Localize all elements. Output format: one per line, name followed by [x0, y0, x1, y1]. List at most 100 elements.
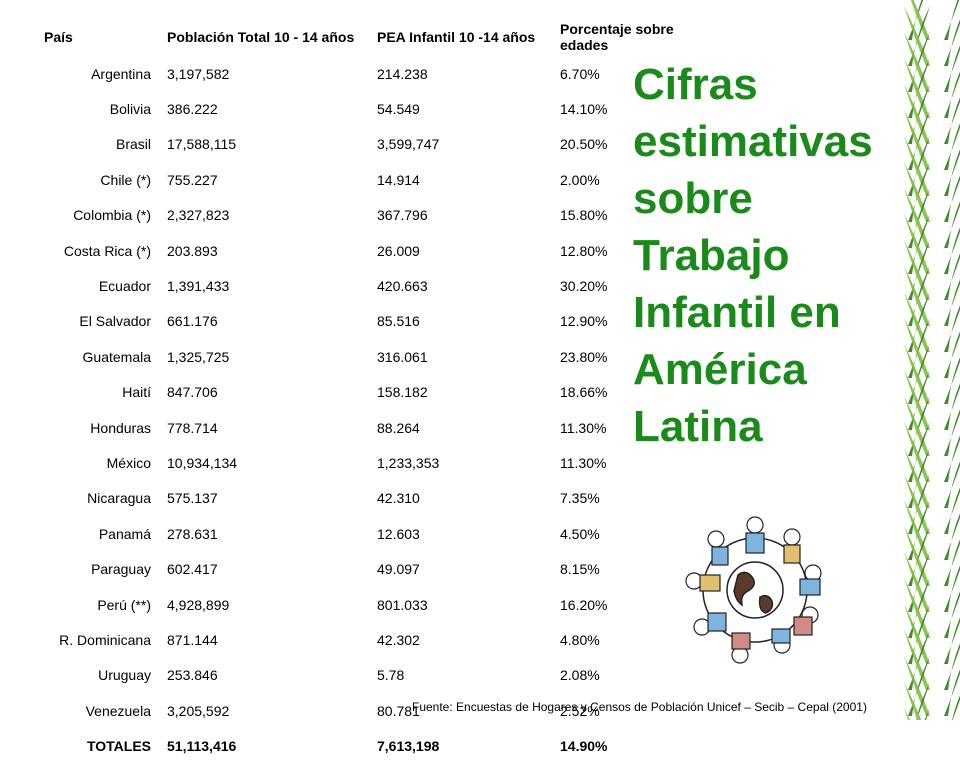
cell-pea: 88.264 — [377, 419, 420, 436]
cell-pea: 5.78 — [377, 667, 405, 684]
header-pea: PEA Infantil 10 -14 años — [377, 29, 536, 45]
totals-label: TOTALES — [86, 738, 151, 755]
cell-percentage: 2.00% — [560, 171, 600, 188]
slide-title: Cifras estimativas sobre Trabajo Infanti… — [633, 56, 913, 455]
cell-country: R. Dominicana — [59, 631, 151, 648]
cell-country: Haití — [122, 384, 151, 401]
cell-country: Perú (**) — [97, 596, 151, 613]
cell-pea: 49.097 — [377, 561, 420, 578]
cell-population: 3,205,592 — [167, 702, 230, 719]
cell-country: Panamá — [98, 525, 151, 542]
cell-country: Bolivia — [109, 101, 151, 118]
cell-population: 253.846 — [167, 667, 218, 684]
slide: País Población Total 10 - 14 años PEA In… — [44, 0, 960, 754]
table-row: Perú (**) 4,928,899 801.033 16.20% — [40, 587, 700, 622]
source-note: Fuente: Encuestas de Hogares y Censos de… — [412, 700, 867, 714]
header-population: Población Total 10 - 14 años — [167, 29, 355, 45]
title-line: Infantil en — [633, 288, 841, 337]
cell-population: 871.144 — [167, 631, 218, 648]
cell-population: 386.222 — [167, 101, 218, 118]
title-line: sobre — [633, 174, 753, 223]
header-country: País — [44, 29, 73, 45]
cell-percentage: 12.80% — [560, 242, 608, 259]
cell-percentage: 7.35% — [560, 490, 600, 507]
cell-country: Venezuela — [85, 702, 151, 719]
table-row: Chile (*) 755.227 14.914 2.00% — [40, 162, 700, 197]
cell-percentage: 2.52% — [560, 702, 600, 719]
cell-pea: 85.516 — [377, 313, 420, 330]
cell-pea: 42.302 — [377, 631, 420, 648]
table-row: Argentina 3,197,582 214.238 6.70% — [40, 56, 700, 91]
cell-percentage: 23.80% — [560, 348, 608, 365]
totals-percentage: 14.90% — [560, 738, 608, 755]
cell-country: México — [106, 454, 151, 471]
table-row: Panamá 278.631 12.603 4.50% — [40, 516, 700, 551]
totals-pea: 7,613,198 — [377, 738, 440, 755]
table-row: Venezuela 3,205,592 80.781 2.52% — [40, 693, 700, 728]
title-line: Latina — [633, 402, 763, 451]
cell-percentage: 30.20% — [560, 278, 608, 295]
table-row: Nicaragua 575.137 42.310 7.35% — [40, 481, 700, 516]
cell-population: 755.227 — [167, 171, 218, 188]
table-row: Honduras 778.714 88.264 11.30% — [40, 410, 700, 445]
cell-country: Nicaragua — [87, 490, 151, 507]
cell-country: Brasil — [115, 136, 151, 153]
table-row: Uruguay 253.846 5.78 2.08% — [40, 658, 700, 693]
cell-percentage: 4.50% — [560, 525, 600, 542]
cell-country: Guatemala — [82, 348, 151, 365]
cell-percentage: 4.80% — [560, 631, 600, 648]
table-header-row: País Población Total 10 - 14 años PEA In… — [40, 18, 700, 56]
cell-country: Paraguay — [91, 561, 151, 578]
cell-country: El Salvador — [79, 313, 151, 330]
cell-percentage: 18.66% — [560, 384, 608, 401]
cell-pea: 80.781 — [377, 702, 420, 719]
cell-population: 2,327,823 — [167, 207, 230, 224]
cell-pea: 158.182 — [377, 384, 428, 401]
cell-percentage: 12.90% — [560, 313, 608, 330]
cell-pea: 1,233,353 — [377, 454, 440, 471]
cell-population: 278.631 — [167, 525, 218, 542]
cell-country: Uruguay — [98, 667, 151, 684]
child-labor-table: País Población Total 10 - 14 años PEA In… — [40, 18, 700, 764]
cell-country: Ecuador — [98, 278, 151, 295]
cell-population: 17,588,115 — [167, 136, 237, 153]
table-row: Guatemala 1,325,725 316.061 23.80% — [40, 339, 700, 374]
cell-percentage: 15.80% — [560, 207, 608, 224]
table-row: Costa Rica (*) 203.893 26.009 12.80% — [40, 233, 700, 268]
cell-pea: 42.310 — [377, 490, 420, 507]
cell-population: 847.706 — [167, 384, 218, 401]
cell-country: Honduras — [90, 419, 151, 436]
grass-border-icon — [904, 0, 960, 720]
totals-row: TOTALES 51,113,416 7,613,198 14.90% — [40, 728, 700, 764]
cell-population: 1,325,725 — [167, 348, 230, 365]
cell-pea: 26.009 — [377, 242, 420, 259]
cell-pea: 316.061 — [377, 348, 428, 365]
title-line: estimativas — [633, 117, 873, 166]
cell-percentage: 11.30% — [560, 419, 607, 436]
cell-percentage: 14.10% — [560, 101, 608, 118]
table-row: Paraguay 602.417 49.097 8.15% — [40, 551, 700, 586]
table-row: El Salvador 661.176 85.516 12.90% — [40, 304, 700, 339]
cell-pea: 214.238 — [377, 65, 428, 82]
cell-country: Chile (*) — [100, 171, 151, 188]
cell-percentage: 2.08% — [560, 667, 600, 684]
cell-percentage: 6.70% — [560, 65, 600, 82]
title-line: Trabajo — [633, 231, 790, 280]
table-row: México 10,934,134 1,233,353 11.30% — [40, 445, 700, 480]
cell-pea: 801.033 — [377, 596, 428, 613]
table-row: Brasil 17,588,115 3,599,747 20.50% — [40, 127, 700, 162]
title-line: Cifras — [633, 60, 758, 109]
cell-percentage: 11.30% — [560, 454, 607, 471]
cell-pea: 420.663 — [377, 278, 428, 295]
cell-percentage: 16.20% — [560, 596, 608, 613]
cell-percentage: 8.15% — [560, 561, 600, 578]
cell-population: 661.176 — [167, 313, 218, 330]
title-line: América — [633, 345, 807, 394]
cell-population: 575.137 — [167, 490, 218, 507]
cell-population: 203.893 — [167, 242, 218, 259]
cell-country: Costa Rica (*) — [63, 242, 151, 259]
children-around-globe-icon — [685, 516, 822, 664]
cell-population: 602.417 — [167, 561, 218, 578]
header-percentage: Porcentaje sobre edades — [560, 21, 674, 53]
table-row: R. Dominicana 871.144 42.302 4.80% — [40, 622, 700, 657]
